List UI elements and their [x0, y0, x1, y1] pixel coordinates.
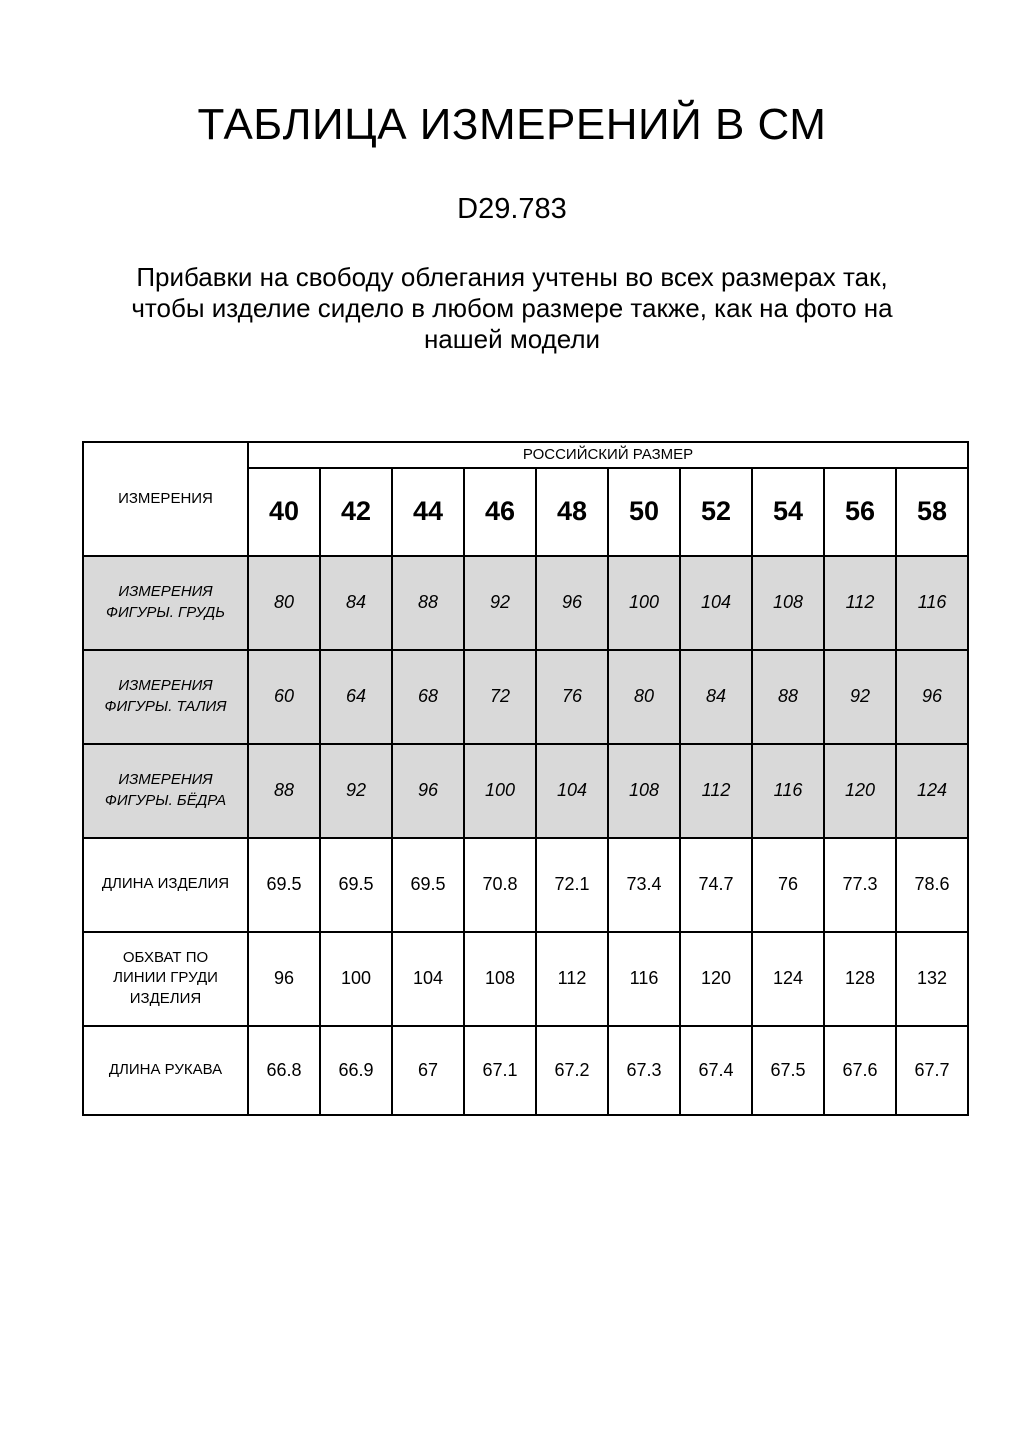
- russian-size-header: РОССИЙСКИЙ РАЗМЕР: [246, 440, 970, 469]
- size-header-40: 40: [247, 466, 321, 557]
- cell-value: 88: [751, 648, 825, 745]
- cell-value: 96: [247, 930, 321, 1027]
- size-header-58: 58: [894, 466, 970, 557]
- cell-value: 128: [823, 930, 897, 1027]
- table-row: ДЛИНА РУКАВА 66.8 66.9 67 67.1 67.2 67.3 67.4 67…: [82, 1024, 970, 1116]
- cell-value: 112: [679, 742, 753, 839]
- cell-value: 67.6: [823, 1024, 897, 1116]
- cell-value: 70.8: [463, 836, 537, 933]
- cell-value: 88: [391, 554, 465, 651]
- cell-value: 124: [751, 930, 825, 1027]
- cell-value: 112: [823, 554, 897, 651]
- cell-value: 120: [823, 742, 897, 839]
- cell-value: 96: [894, 648, 970, 745]
- cell-value: 77.3: [823, 836, 897, 933]
- row-label: ДЛИНА ИЗДЕЛИЯ: [82, 836, 249, 933]
- table-row: ИЗМЕРЕНИЯ ФИГУРЫ. ГРУДЬ 80 84 88 92 96 100 104 1…: [82, 554, 970, 651]
- cell-value: 84: [679, 648, 753, 745]
- cell-value: 74.7: [679, 836, 753, 933]
- cell-value: 69.5: [319, 836, 393, 933]
- cell-value: 104: [391, 930, 465, 1027]
- measurements-corner-cell: ИЗМЕРЕНИЯ: [82, 440, 249, 557]
- cell-value: 100: [463, 742, 537, 839]
- cell-value: 67.4: [679, 1024, 753, 1116]
- table-row: ОБХВАТ ПО ЛИНИИ ГРУДИ ИЗДЕЛИЯ 96 100 104 108…: [82, 930, 970, 1027]
- cell-value: 92: [823, 648, 897, 745]
- cell-value: 100: [319, 930, 393, 1027]
- size-header-56: 56: [823, 466, 897, 557]
- cell-value: 100: [607, 554, 681, 651]
- cell-value: 120: [679, 930, 753, 1027]
- size-header-52: 52: [679, 466, 753, 557]
- cell-value: 132: [894, 930, 970, 1027]
- sizes-row: 40 42 44 46 48 50 52 54 56 58: [83, 466, 970, 557]
- cell-value: 76: [535, 648, 609, 745]
- cell-value: 66.8: [247, 1024, 321, 1116]
- cell-value: 69.5: [391, 836, 465, 933]
- cell-value: 104: [535, 742, 609, 839]
- page-title: ТАБЛИЦА ИЗМЕРЕНИЙ В СМ: [197, 100, 827, 149]
- cell-value: 72: [463, 648, 537, 745]
- row-label: ДЛИНА РУКАВА: [82, 1024, 249, 1116]
- cell-value: 116: [607, 930, 681, 1027]
- row-label: ИЗМЕРЕНИЯ ФИГУРЫ. ТАЛИЯ: [82, 648, 249, 745]
- cell-value: 69.5: [247, 836, 321, 933]
- cell-value: 67.1: [463, 1024, 537, 1116]
- product-code: D29.783: [457, 192, 567, 225]
- table-row: ИЗМЕРЕНИЯ ФИГУРЫ. ТАЛИЯ 60 64 68 72 76 80 84 88 9…: [82, 648, 970, 745]
- size-header-48: 48: [535, 466, 609, 557]
- cell-value: 116: [751, 742, 825, 839]
- cell-value: 72.1: [535, 836, 609, 933]
- cell-value: 124: [894, 742, 970, 839]
- cell-value: 68: [391, 648, 465, 745]
- size-header-50: 50: [607, 466, 681, 557]
- cell-value: 96: [535, 554, 609, 651]
- size-header-46: 46: [463, 466, 537, 557]
- cell-value: 80: [607, 648, 681, 745]
- row-label: ОБХВАТ ПО ЛИНИИ ГРУДИ ИЗДЕЛИЯ: [82, 930, 249, 1027]
- fit-note: Прибавки на свободу облегания учтены во …: [131, 261, 893, 354]
- table-row: ДЛИНА ИЗДЕЛИЯ 69.5 69.5 69.5 70.8 72.1 73.4 74.…: [82, 836, 970, 933]
- cell-value: 112: [535, 930, 609, 1027]
- measurement-table: ИЗМЕРЕНИЯ РОССИЙСКИЙ РАЗМЕР 40 42 44 46 48 50…: [82, 440, 970, 1116]
- cell-value: 73.4: [607, 836, 681, 933]
- row-label: ИЗМЕРЕНИЯ ФИГУРЫ. БЁДРА: [82, 742, 249, 839]
- cell-value: 64: [319, 648, 393, 745]
- table-row: ИЗМЕРЕНИЯ ФИГУРЫ. БЁДРА 88 92 96 100 104 108 11…: [82, 742, 970, 839]
- size-header-54: 54: [751, 466, 825, 557]
- size-header-44: 44: [391, 466, 465, 557]
- cell-value: 108: [607, 742, 681, 839]
- cell-value: 116: [894, 554, 970, 651]
- cell-value: 67: [391, 1024, 465, 1116]
- cell-value: 76: [751, 836, 825, 933]
- cell-value: 66.9: [319, 1024, 393, 1116]
- cell-value: 78.6: [894, 836, 970, 933]
- cell-value: 88: [247, 742, 321, 839]
- cell-value: 108: [463, 930, 537, 1027]
- cell-value: 67.7: [894, 1024, 970, 1116]
- cell-value: 80: [247, 554, 321, 651]
- row-label: ИЗМЕРЕНИЯ ФИГУРЫ. ГРУДЬ: [82, 554, 249, 651]
- cell-value: 60: [247, 648, 321, 745]
- cell-value: 67.3: [607, 1024, 681, 1116]
- size-header-42: 42: [319, 466, 393, 557]
- cell-value: 67.5: [751, 1024, 825, 1116]
- group-header-row: ИЗМЕРЕНИЯ РОССИЙСКИЙ РАЗМЕР: [82, 440, 970, 557]
- cell-value: 104: [679, 554, 753, 651]
- cell-value: 108: [751, 554, 825, 651]
- cell-value: 96: [391, 742, 465, 839]
- cell-value: 84: [319, 554, 393, 651]
- cell-value: 67.2: [535, 1024, 609, 1116]
- cell-value: 92: [319, 742, 393, 839]
- cell-value: 92: [463, 554, 537, 651]
